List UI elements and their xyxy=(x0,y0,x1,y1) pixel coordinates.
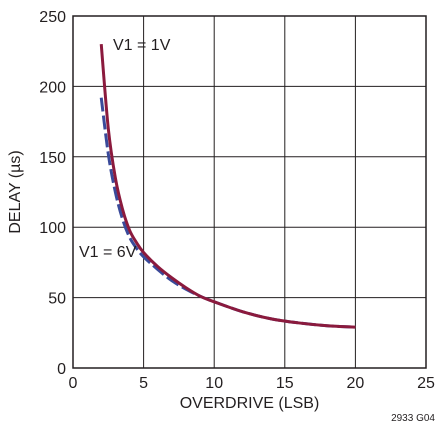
y-tick-label: 50 xyxy=(48,291,66,308)
x-tick-label: 15 xyxy=(276,375,294,392)
x-tick-label: 10 xyxy=(205,375,223,392)
series-group xyxy=(99,44,356,329)
y-axis-title: DELAY (µs) xyxy=(7,150,24,233)
series-label-v1-6v: V1 = 6V xyxy=(79,244,137,261)
series-line-v1-1v xyxy=(99,44,356,329)
y-tick-label: 250 xyxy=(39,9,66,26)
y-tick-label: 100 xyxy=(39,220,66,237)
plot-frame xyxy=(72,15,427,369)
x-axis-title: OVERDRIVE (LSB) xyxy=(180,395,320,412)
x-tick-label: 5 xyxy=(139,375,148,392)
y-tick-labels: 0 50 100 150 200 250 xyxy=(39,9,66,378)
y-tick-label: 150 xyxy=(39,150,66,167)
x-tick-labels: 0 5 10 15 20 25 xyxy=(69,375,435,392)
x-tick-label: 0 xyxy=(69,375,78,392)
x-tick-label: 25 xyxy=(417,375,435,392)
x-tick-label: 20 xyxy=(347,375,365,392)
y-tick-label: 200 xyxy=(39,79,66,96)
figure-id: 2933 G04 xyxy=(391,413,435,424)
y-tick-label: 0 xyxy=(57,361,66,378)
series-line-v1-6v xyxy=(99,97,356,329)
series-label-v1-1v: V1 = 1V xyxy=(113,37,171,54)
